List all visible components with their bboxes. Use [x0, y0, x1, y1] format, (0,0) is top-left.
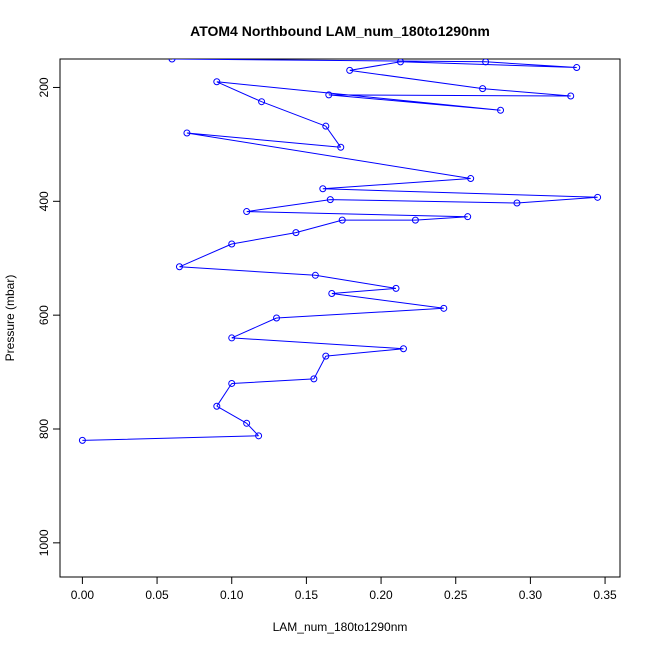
- data-point: [396, 59, 404, 66]
- data-point: [497, 106, 505, 114]
- data-point: [328, 290, 336, 298]
- y-tick-label: 1000: [37, 529, 51, 556]
- data-point: [325, 91, 333, 99]
- data-point: [392, 284, 400, 292]
- data-point: [273, 314, 281, 322]
- data-point: [213, 78, 221, 86]
- data-point: [228, 379, 236, 387]
- data-point: [322, 352, 330, 360]
- data-point: [319, 185, 327, 193]
- data-point: [573, 64, 581, 72]
- x-axis: 0.00 0.05 0.10 0.15 0.20 0.25 0.30 0.35: [71, 577, 617, 602]
- data-point: [243, 419, 251, 427]
- x-tick-label: 0.30: [519, 588, 543, 602]
- data-point: [258, 98, 266, 106]
- plot-frame: [59, 58, 621, 578]
- data-point: [464, 213, 472, 221]
- data-point: [255, 432, 263, 440]
- series-line: [82, 59, 598, 441]
- x-tick-label: 0.25: [444, 588, 468, 602]
- data-point: [567, 92, 575, 100]
- y-tick-label: 400: [37, 191, 51, 211]
- data-point: [78, 436, 86, 444]
- data-point: [411, 216, 419, 224]
- data-point: [322, 122, 330, 130]
- x-tick-label: 0.05: [145, 588, 169, 602]
- data-point: [399, 345, 407, 353]
- chart-title: ATOM4 Northbound LAM_num_180to1290nm: [190, 23, 490, 39]
- data-point: [228, 240, 236, 248]
- data-point: [175, 263, 183, 271]
- y-tick-label: 200: [37, 77, 51, 97]
- data-point: [338, 216, 346, 224]
- data-point: [467, 175, 475, 183]
- x-tick-label: 0.20: [369, 588, 393, 602]
- data-point: [168, 59, 176, 63]
- plot-area: [78, 59, 602, 444]
- data-point: [513, 199, 521, 207]
- x-axis-label: LAM_num_180to1290nm: [273, 620, 408, 634]
- data-point: [311, 271, 319, 279]
- y-tick-label: 800: [37, 419, 51, 439]
- data-point: [326, 196, 334, 204]
- x-tick-label: 0.35: [593, 588, 617, 602]
- data-point: [440, 304, 448, 312]
- y-axis-label: Pressure (mbar): [3, 275, 17, 362]
- y-tick-label: 600: [37, 305, 51, 325]
- x-tick-label: 0.15: [295, 588, 319, 602]
- data-point: [337, 143, 345, 151]
- data-point: [482, 59, 490, 66]
- data-point: [310, 375, 318, 383]
- x-tick-label: 0.10: [220, 588, 244, 602]
- data-point: [346, 66, 354, 74]
- data-point: [183, 129, 191, 137]
- y-axis: 200 400 600 800 1000: [37, 77, 60, 556]
- data-point: [243, 208, 251, 216]
- data-point: [228, 334, 236, 342]
- data-point: [292, 229, 300, 237]
- x-tick-label: 0.00: [71, 588, 95, 602]
- data-point: [479, 85, 487, 93]
- data-point: [594, 193, 602, 201]
- data-point: [213, 402, 221, 410]
